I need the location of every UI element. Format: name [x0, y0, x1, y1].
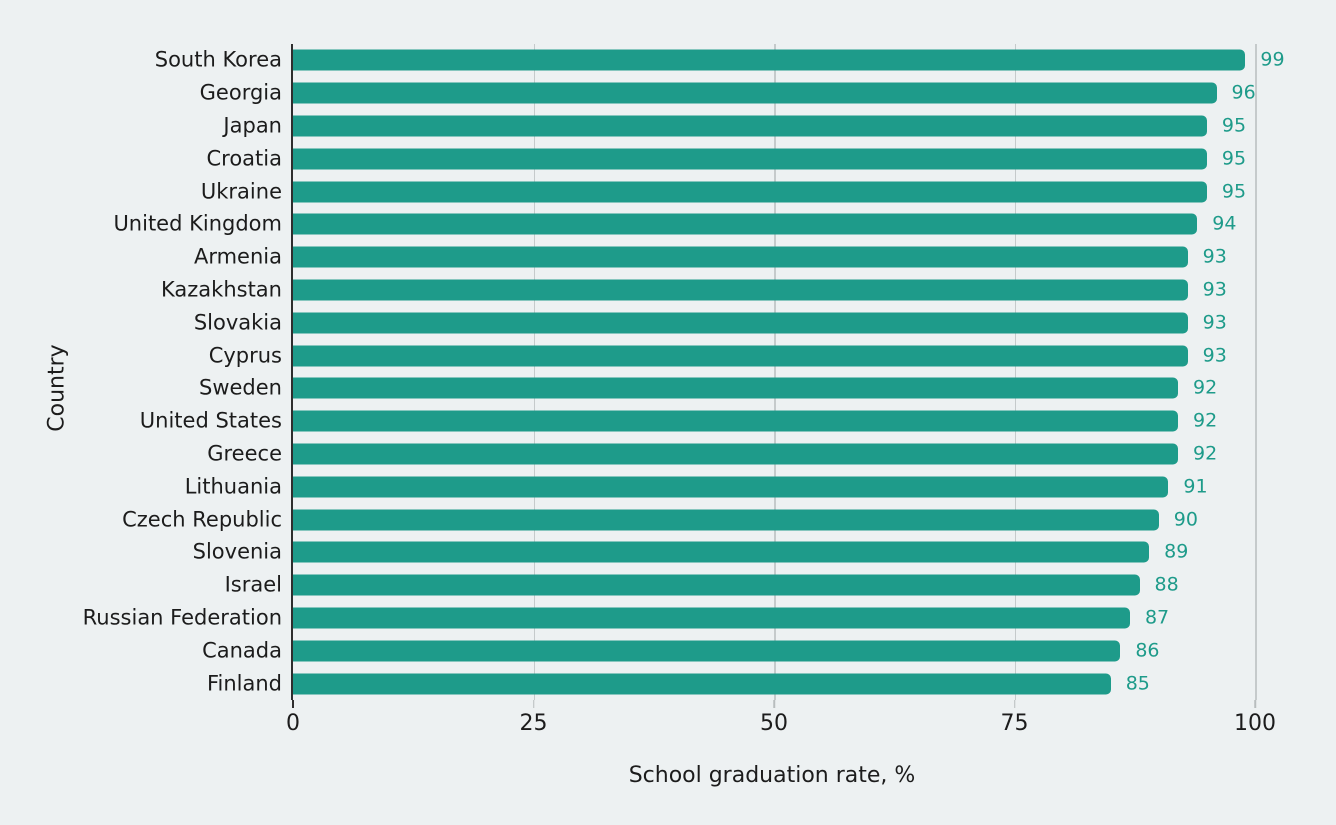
value-label: 89 [1164, 540, 1189, 563]
x-tick-mark [532, 700, 535, 708]
bar [293, 476, 1169, 498]
plot-area: South Korea 99 Georgia 96 Japan 95 Croat… [83, 44, 1285, 736]
value-label: 92 [1193, 376, 1218, 399]
category-label: Croatia [206, 146, 283, 171]
bar-row: Russian Federation 87 [83, 602, 1255, 635]
bar-row: Finland 85 [207, 667, 1255, 700]
category-label: Slovakia [193, 310, 282, 335]
category-label: Finland [206, 671, 282, 696]
x-axis-title: School graduation rate, % [628, 763, 916, 788]
category-label: Canada [202, 638, 282, 663]
gridline-x-100 [1255, 44, 1257, 700]
bar [293, 49, 1246, 71]
bar-row: Slovakia 93 [194, 306, 1255, 339]
category-label: Ukraine [200, 179, 282, 204]
y-axis-title: Country [44, 344, 70, 432]
bar-row: Slovenia 89 [193, 536, 1255, 569]
value-label: 87 [1144, 606, 1170, 629]
bar [293, 410, 1179, 432]
bar-row: Japan 95 [223, 110, 1255, 143]
value-label: 93 [1202, 278, 1227, 301]
value-label: 95 [1221, 114, 1247, 137]
bar-row: Canada 86 [202, 634, 1255, 667]
gridline-x-75 [1014, 44, 1016, 700]
value-label: 95 [1221, 147, 1247, 170]
bar [293, 279, 1188, 301]
bar-row: Kazakhstan 93 [161, 274, 1255, 307]
bar [293, 673, 1111, 695]
value-label: 94 [1212, 212, 1237, 235]
bar-row: Sweden 92 [199, 372, 1255, 405]
bar [293, 181, 1207, 203]
category-label: Greece [207, 441, 282, 466]
category-label: Russian Federation [82, 605, 282, 630]
bar [293, 640, 1121, 662]
category-label: Lithuania [184, 474, 282, 499]
value-label: 90 [1173, 508, 1198, 531]
gridline-x-50 [774, 44, 776, 700]
bar [293, 443, 1179, 465]
bar [293, 541, 1150, 563]
x-tick-mark [1254, 700, 1256, 708]
value-label: 99 [1260, 48, 1285, 71]
x-tick-mark [1013, 700, 1016, 708]
x-tick-mark [773, 700, 775, 708]
x-tick-label: 75 [1000, 711, 1029, 736]
category-label: Sweden [199, 375, 282, 400]
bar-row: Croatia 95 [207, 142, 1255, 175]
value-label: 92 [1193, 409, 1218, 432]
bar [293, 509, 1159, 531]
category-label: Czech Republic [122, 507, 282, 532]
category-label: Israel [224, 572, 282, 597]
category-label: Georgia [199, 80, 282, 105]
bar [293, 246, 1188, 268]
bar-row: Ukraine 95 [201, 175, 1255, 208]
bar [293, 312, 1188, 334]
category-label: South Korea [154, 47, 282, 72]
value-label: 95 [1221, 180, 1247, 203]
category-label: Slovenia [192, 539, 282, 564]
bar-row: Greece 92 [207, 438, 1255, 471]
bar [293, 574, 1140, 596]
value-label: 93 [1202, 245, 1227, 268]
value-label: 96 [1231, 81, 1256, 104]
x-tick-label: 50 [760, 711, 788, 736]
category-label: Cyprus [208, 343, 282, 368]
category-label: Japan [223, 113, 282, 138]
category-label: United States [139, 408, 282, 433]
bar [293, 607, 1130, 629]
x-tick-label: 0 [286, 711, 300, 736]
bar-row: United Kingdom 94 [113, 208, 1255, 241]
value-label: 88 [1154, 573, 1179, 596]
category-label: United Kingdom [113, 211, 282, 236]
bar-row: Georgia 96 [200, 77, 1256, 110]
value-label: 92 [1193, 442, 1218, 465]
bar-row: South Korea 99 [155, 44, 1285, 77]
category-label: Armenia [193, 244, 282, 269]
bar-row: Lithuania 91 [185, 470, 1255, 503]
value-label: 93 [1202, 344, 1227, 367]
bar [293, 82, 1217, 104]
value-label: 91 [1183, 475, 1208, 498]
x-tick-label: 100 [1234, 711, 1276, 736]
bar-row: Czech Republic 90 [122, 503, 1255, 536]
bar [293, 148, 1207, 170]
x-tick-mark [292, 700, 294, 708]
gridline-x-25 [533, 44, 535, 700]
bar-row: Cyprus 93 [209, 339, 1255, 372]
bar-row: Armenia 93 [194, 241, 1255, 274]
value-label: 85 [1125, 672, 1150, 695]
bar [293, 345, 1188, 367]
bar [293, 115, 1207, 137]
x-tick-label: 25 [519, 711, 548, 736]
value-label: 86 [1135, 639, 1160, 662]
value-label: 93 [1202, 311, 1227, 334]
category-label: Kazakhstan [161, 277, 282, 302]
bar-row: Israel 88 [225, 569, 1255, 602]
bar [293, 213, 1198, 235]
bar-row: United States 92 [140, 405, 1255, 438]
bar [293, 377, 1179, 399]
